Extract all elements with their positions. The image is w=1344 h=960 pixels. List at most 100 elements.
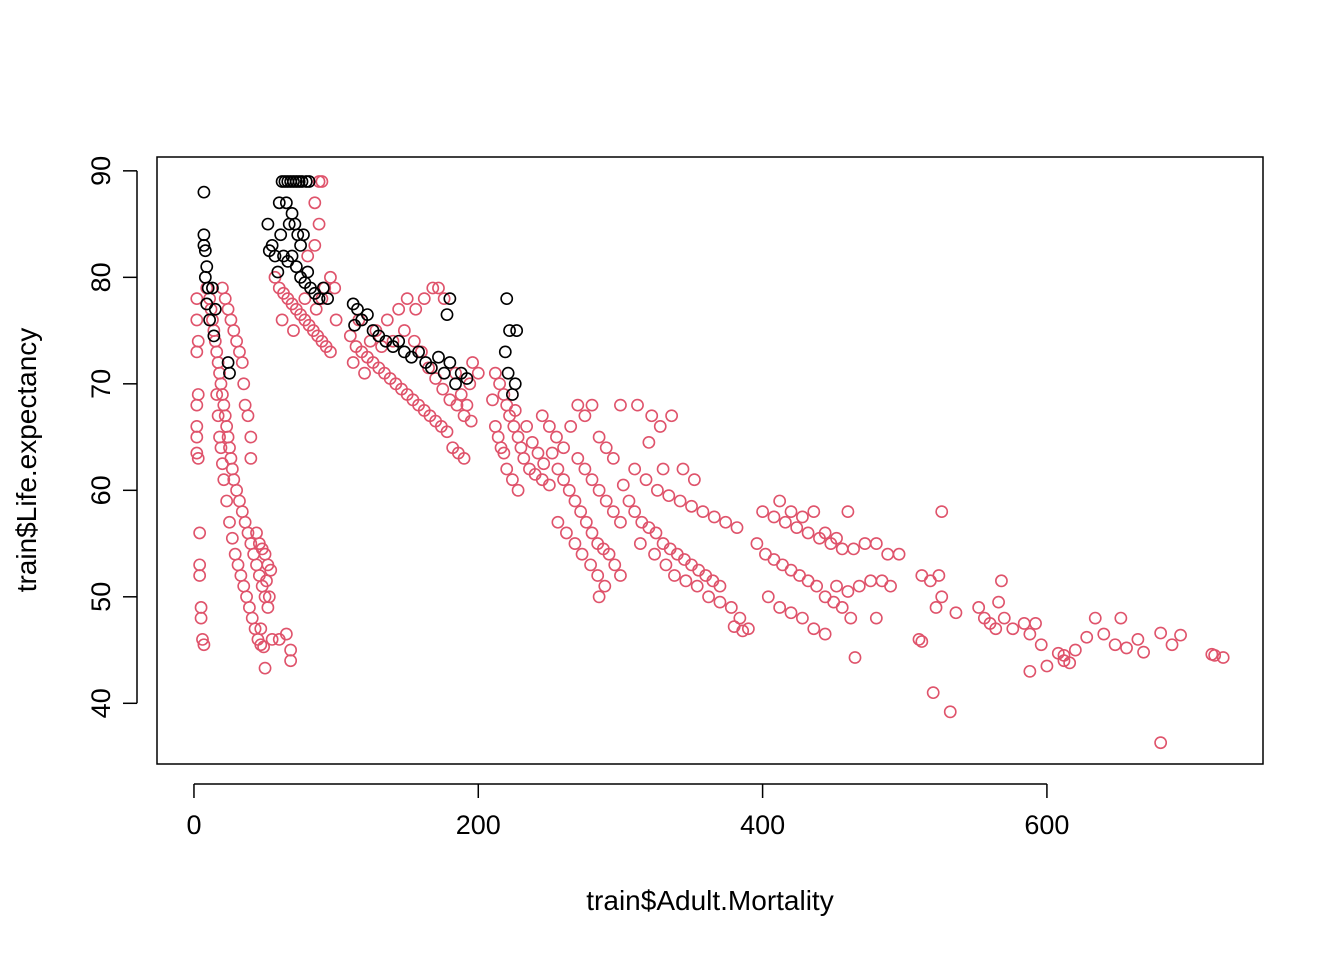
data-point bbox=[1174, 628, 1187, 642]
data-point bbox=[642, 435, 656, 449]
data-point bbox=[436, 382, 450, 396]
data-point bbox=[380, 313, 394, 327]
data-point bbox=[324, 345, 337, 359]
data-point bbox=[517, 451, 531, 465]
data-point bbox=[659, 558, 673, 572]
y-tick-label: 90 bbox=[86, 156, 116, 186]
data-point bbox=[295, 175, 309, 188]
data-point bbox=[571, 398, 585, 412]
data-point bbox=[464, 414, 478, 428]
data-point bbox=[1120, 641, 1133, 655]
data-point bbox=[730, 521, 744, 534]
data-point bbox=[584, 558, 597, 572]
data-point bbox=[449, 377, 462, 391]
data-point bbox=[244, 451, 258, 465]
data-point bbox=[308, 238, 322, 252]
data-point bbox=[437, 366, 451, 380]
data-point bbox=[312, 217, 326, 231]
data-point bbox=[665, 409, 679, 423]
data-point bbox=[206, 281, 219, 295]
y-tick-label: 40 bbox=[86, 688, 116, 718]
data-point bbox=[1154, 626, 1168, 640]
data-point bbox=[1068, 643, 1082, 657]
data-point bbox=[190, 292, 204, 306]
data-point bbox=[392, 334, 406, 348]
data-point bbox=[1097, 627, 1111, 641]
data-point bbox=[500, 292, 514, 306]
data-point bbox=[676, 462, 690, 476]
data-point bbox=[668, 569, 681, 582]
data-point bbox=[935, 505, 949, 519]
data-point bbox=[818, 627, 832, 641]
data-point bbox=[1131, 633, 1145, 646]
data-point bbox=[220, 494, 234, 508]
data-point bbox=[505, 473, 519, 487]
data-point bbox=[215, 457, 229, 471]
data-point bbox=[432, 281, 445, 295]
x-tick-label: 400 bbox=[740, 810, 785, 840]
data-point bbox=[400, 292, 414, 306]
data-point bbox=[486, 393, 499, 407]
data-point bbox=[869, 537, 883, 550]
data-point bbox=[830, 579, 843, 593]
data-point bbox=[844, 611, 858, 625]
data-point bbox=[287, 324, 300, 337]
data-point bbox=[316, 281, 330, 295]
y-axis: 40 50 60 70 80 90 bbox=[86, 156, 138, 718]
data-point bbox=[302, 175, 316, 188]
data-point bbox=[599, 441, 613, 455]
data-point bbox=[190, 313, 204, 327]
data-point bbox=[223, 366, 236, 380]
data-point bbox=[201, 281, 215, 295]
data-point bbox=[426, 281, 440, 295]
data-point bbox=[756, 505, 769, 519]
data-point bbox=[397, 324, 411, 337]
data-point bbox=[801, 526, 815, 540]
data-point bbox=[190, 345, 204, 359]
data-point bbox=[575, 547, 589, 561]
data-point bbox=[614, 569, 627, 582]
series-developing bbox=[190, 175, 1230, 750]
data-point bbox=[329, 313, 343, 327]
data-point bbox=[810, 579, 824, 593]
y-tick-label: 70 bbox=[86, 369, 116, 399]
data-point bbox=[696, 505, 710, 519]
data-point bbox=[190, 446, 204, 460]
data-point bbox=[830, 531, 843, 545]
data-point bbox=[244, 430, 258, 444]
data-point bbox=[551, 462, 565, 476]
data-point bbox=[784, 505, 798, 519]
data-point bbox=[279, 627, 293, 641]
data-point bbox=[972, 601, 986, 614]
data-point bbox=[1154, 736, 1168, 750]
data-point bbox=[190, 398, 204, 412]
data-point bbox=[386, 334, 400, 348]
data-point bbox=[196, 633, 209, 646]
data-point bbox=[1137, 645, 1150, 659]
y-axis-title: train$Life.expectancy bbox=[11, 328, 42, 593]
data-point bbox=[562, 483, 576, 497]
data-point bbox=[268, 249, 282, 263]
data-point bbox=[535, 409, 549, 423]
data-point bbox=[264, 563, 278, 577]
series-developed bbox=[197, 175, 524, 401]
data-point bbox=[343, 329, 357, 343]
data-point bbox=[598, 579, 612, 593]
data-point bbox=[260, 574, 273, 588]
data-point bbox=[606, 451, 620, 465]
data-point bbox=[796, 611, 809, 625]
data-point bbox=[466, 356, 479, 369]
data-point bbox=[1063, 656, 1077, 670]
data-point bbox=[443, 356, 457, 369]
x-tick-label: 0 bbox=[186, 810, 201, 840]
data-point bbox=[702, 590, 715, 604]
data-point bbox=[510, 324, 524, 337]
data-point bbox=[272, 196, 286, 210]
data-point bbox=[254, 638, 268, 652]
data-point bbox=[214, 441, 228, 455]
data-point bbox=[315, 175, 329, 188]
data-point bbox=[606, 505, 620, 519]
data-point bbox=[912, 633, 926, 646]
data-point bbox=[929, 601, 943, 614]
